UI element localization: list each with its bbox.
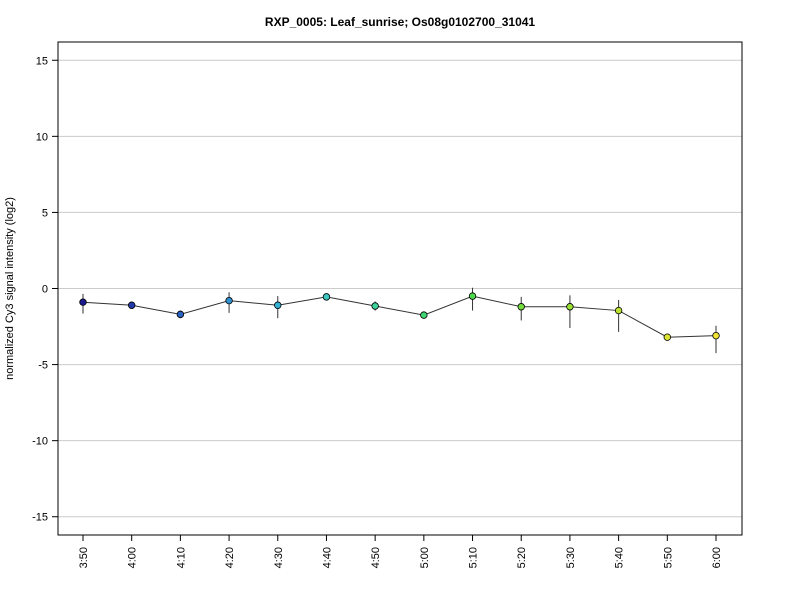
x-tick-label: 3:50 (78, 547, 90, 568)
data-point (176, 310, 185, 319)
x-tick-label: 5:30 (565, 547, 577, 568)
x-tick-label: 5:40 (614, 547, 626, 568)
x-tick-label: 5:00 (419, 547, 431, 568)
data-point (712, 331, 720, 340)
data-point (566, 303, 574, 311)
y-tick-label: 15 (36, 55, 48, 67)
data-point (468, 292, 477, 300)
y-tick-label: 0 (42, 284, 48, 296)
x-tick-label: 4:30 (273, 547, 285, 568)
x-tick-label: 4:10 (175, 547, 187, 568)
plot-area (79, 287, 720, 354)
y-axis: -15 -10 -5 0 5 10 15 (32, 55, 58, 524)
chart-title: RXP_0005: Leaf_sunrise; Os08g0102700_310… (265, 15, 536, 29)
x-tick-label: 5:10 (468, 547, 480, 568)
data-point (371, 302, 379, 310)
data-point (127, 301, 136, 309)
y-tick-label: -5 (38, 360, 48, 372)
x-tick-label: 4:40 (321, 547, 333, 568)
data-point (614, 306, 623, 315)
grid-lines (58, 59, 742, 518)
x-tick-label: 4:50 (370, 547, 382, 568)
data-point (663, 333, 672, 341)
x-axis: 3:50 4:00 4:10 4:20 4:30 4:40 4:50 5:00 5:10 5:20… (78, 535, 723, 568)
data-point (79, 298, 87, 306)
x-tick-label: 5:50 (662, 547, 674, 568)
data-point (322, 293, 331, 301)
x-tick-label: 4:00 (127, 547, 139, 568)
x-tick-label: 5:20 (516, 547, 528, 568)
y-tick-label: 10 (36, 131, 48, 143)
plot-frame (57, 41, 743, 536)
y-tick-label: 5 (42, 207, 48, 219)
series-line (82, 295, 717, 338)
data-point (420, 311, 428, 319)
y-tick-label: -10 (32, 436, 48, 448)
y-axis-label: normalized Cy3 signal intensity (log2) (4, 197, 16, 380)
x-tick-label: 4:20 (224, 547, 236, 568)
data-point (517, 303, 525, 311)
data-point (274, 301, 282, 309)
x-tick-label: 6:00 (711, 547, 723, 568)
y-tick-label: -15 (32, 512, 48, 524)
data-point (225, 296, 233, 305)
